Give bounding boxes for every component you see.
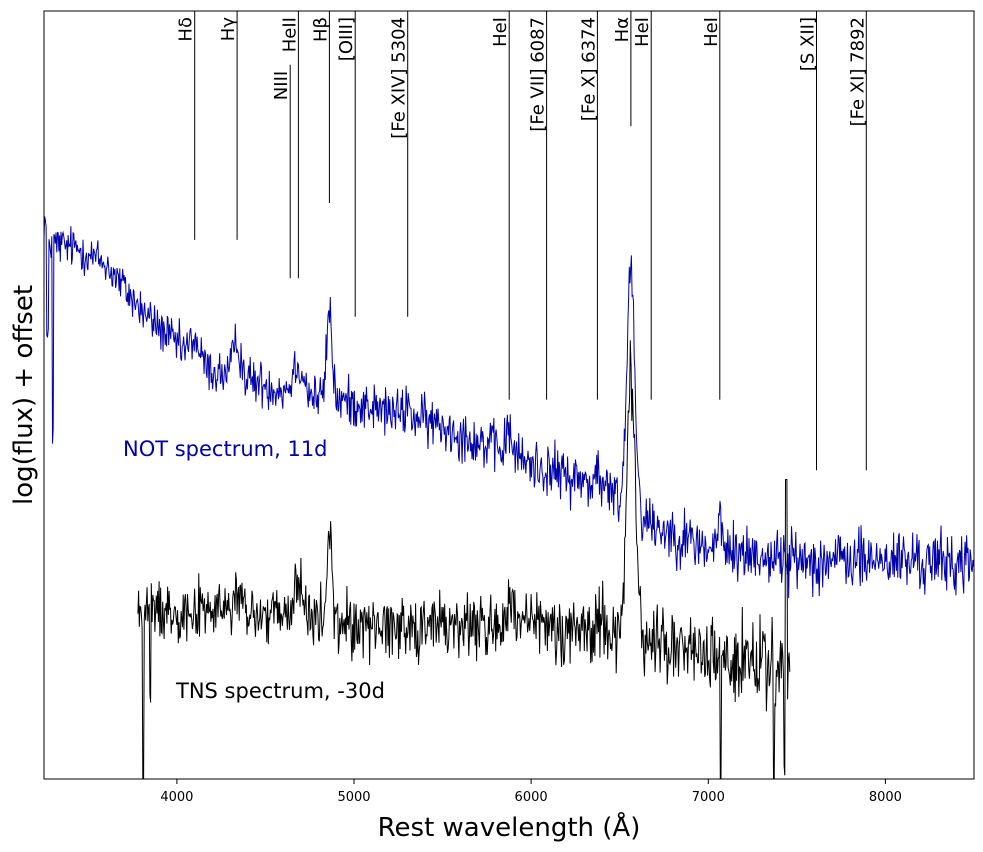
annotation-label-7: HeI xyxy=(490,17,511,47)
annotation-label-13: [S XII] xyxy=(798,17,819,71)
y-axis-label: log(flux) + offset xyxy=(9,285,39,505)
annotation-label-11: HeI xyxy=(632,17,653,47)
x-tick-label-2: 6000 xyxy=(515,790,548,805)
x-tick-label-0: 4000 xyxy=(160,790,193,805)
annotation-label-14: [Fe XI] 7892 xyxy=(847,17,868,126)
x-axis-ticks: 4000 5000 6000 7000 8000 xyxy=(160,779,902,805)
annotation-label-8: [Fe VII] 6087 xyxy=(528,17,549,132)
annotation-label-5: [OIII] xyxy=(336,17,357,61)
annotation-label-0: Hδ xyxy=(176,17,197,42)
series-line-tns-minus30d xyxy=(137,340,791,780)
series-line-not-11d xyxy=(43,216,975,599)
annotation-label-3: NIII xyxy=(271,71,292,100)
annotation-label-9: [Fe X] 6374 xyxy=(578,17,599,121)
annotation-label-10: Hα xyxy=(612,17,633,42)
series-label-layer: NOT spectrum, 11d TNS spectrum, -30d xyxy=(123,437,385,703)
annotation-label-6: [Fe XIV] 5304 xyxy=(389,17,410,139)
series-layer xyxy=(43,216,975,780)
annotation-layer: Hδ Hγ HeII NIII Hβ [OIII] [Fe XIV] 5304 HeI [Fe … xyxy=(176,11,868,471)
annotation-label-1: Hγ xyxy=(218,17,239,42)
series-label-tns-minus30d: TNS spectrum, -30d xyxy=(175,679,385,703)
x-tick-label-3: 7000 xyxy=(692,790,725,805)
x-tick-label-4: 8000 xyxy=(869,790,902,805)
annotation-label-4: Hβ xyxy=(310,17,331,42)
series-label-not-11d: NOT spectrum, 11d xyxy=(123,437,328,461)
annotation-label-12: HeI xyxy=(701,17,722,47)
x-axis-label: Rest wavelength (Å) xyxy=(378,811,641,843)
annotation-label-2: HeII xyxy=(279,17,300,52)
x-tick-label-1: 5000 xyxy=(337,790,370,805)
plot-frame xyxy=(43,10,975,780)
